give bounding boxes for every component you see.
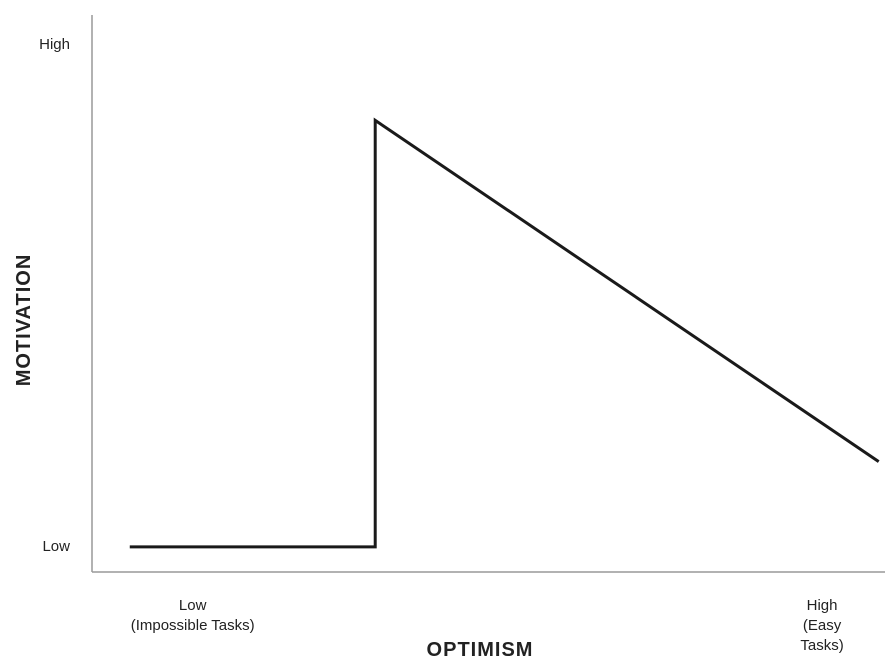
- x-axis-label: OPTIMISM: [426, 639, 534, 661]
- x-tick-label: Low (Impossible Tasks): [130, 597, 255, 634]
- x-tick-label: High (Easy Tasks): [800, 597, 844, 654]
- y-tick-label: Low: [42, 537, 70, 555]
- y-axis-label: MOTIVATION: [13, 253, 35, 387]
- y-tick-label: High: [39, 36, 70, 54]
- line: [129, 117, 880, 549]
